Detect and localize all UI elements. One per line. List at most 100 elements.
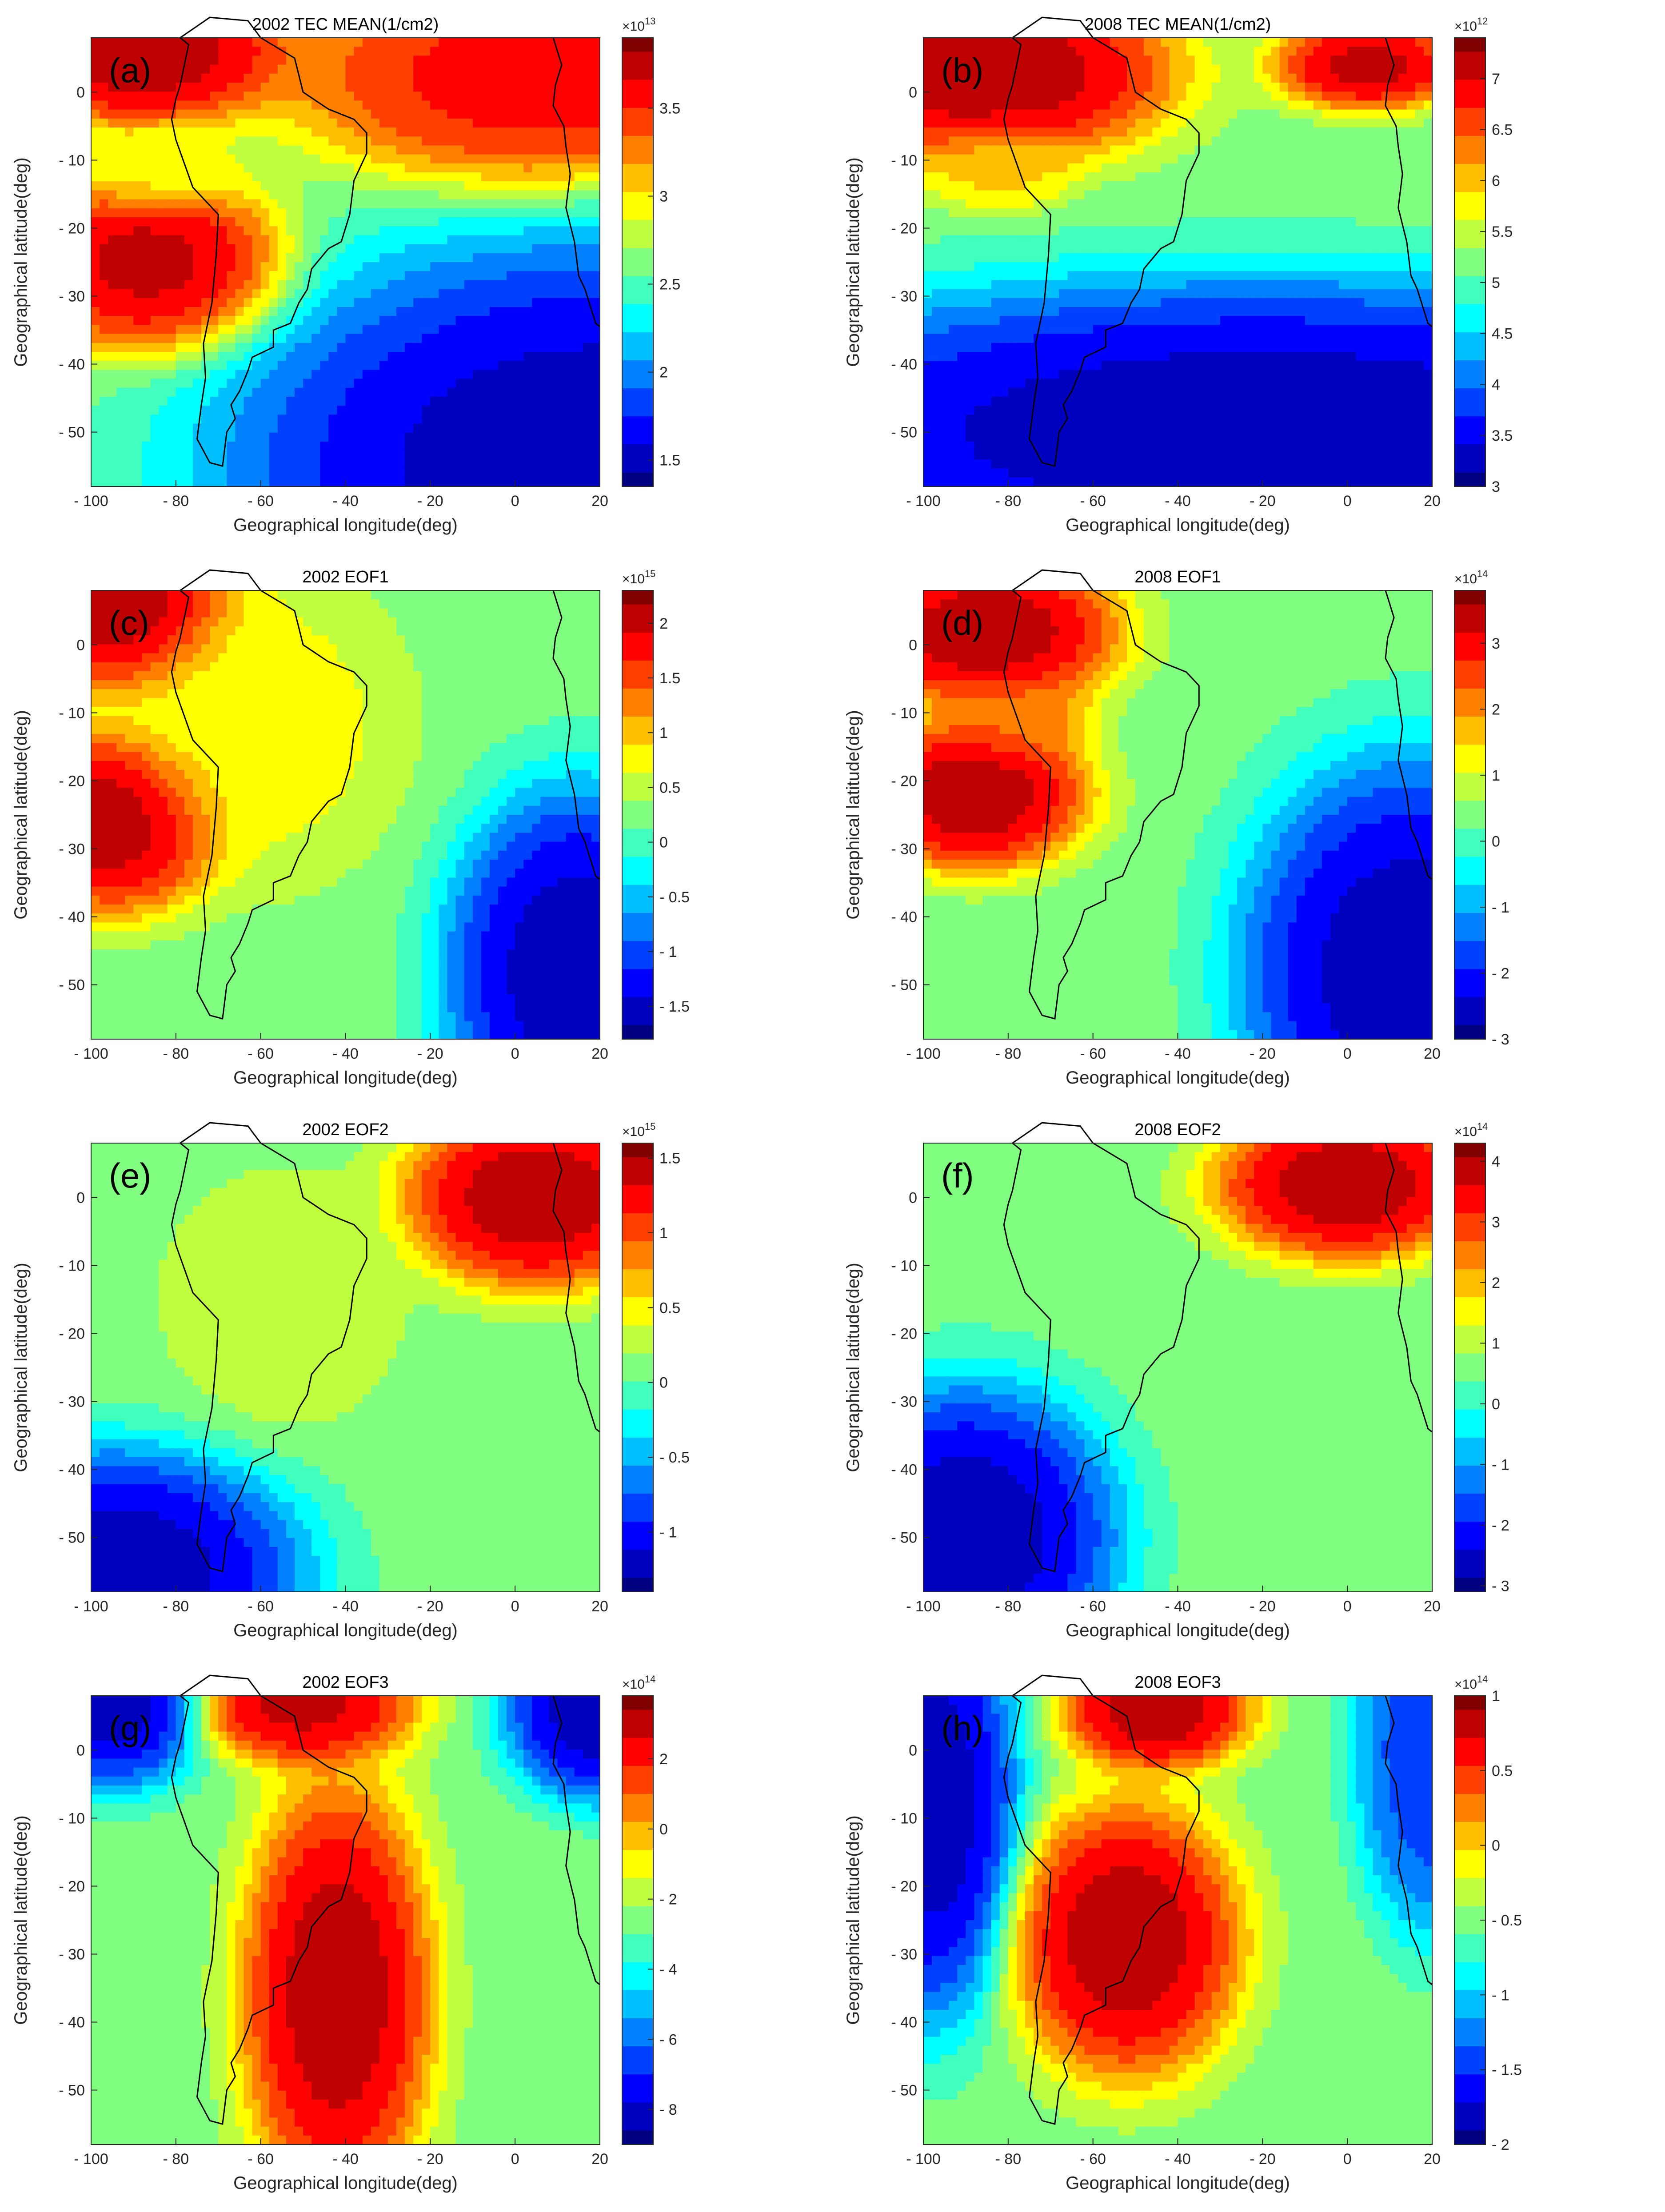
heatmap-cell [1076, 235, 1085, 245]
heatmap-cell [1067, 92, 1077, 101]
heatmap-cell [379, 415, 388, 424]
heatmap-cell [210, 208, 219, 218]
heatmap-cell [1025, 83, 1034, 92]
heatmap-cell [277, 190, 287, 200]
heatmap-cell [244, 459, 253, 469]
heatmap-cell [507, 334, 515, 343]
heatmap-cell [557, 190, 567, 200]
heatmap-cell [1034, 118, 1042, 128]
heatmap-cell [413, 73, 422, 83]
heatmap-cell [159, 253, 168, 263]
heatmap-cell [108, 298, 117, 307]
heatmap-cell [277, 423, 287, 433]
heatmap-cell [244, 47, 253, 56]
heatmap-cell [303, 432, 312, 442]
heatmap-cell [133, 100, 143, 110]
heatmap-cell [1034, 154, 1042, 164]
heatmap-cell [489, 450, 499, 460]
heatmap-cell [244, 100, 253, 110]
heatmap-cell [125, 100, 134, 110]
heatmap-cell [1194, 442, 1204, 451]
heatmap-cell [311, 64, 320, 74]
heatmap-cell [583, 370, 592, 379]
heatmap-cell [1127, 47, 1136, 56]
heatmap-cell [125, 450, 134, 460]
heatmap-cell [447, 235, 456, 245]
heatmap-cell [362, 56, 371, 65]
heatmap-cell [1110, 38, 1119, 47]
heatmap-cell [1067, 423, 1077, 433]
colorbar-tick-label: 2 [659, 364, 668, 381]
heatmap-cell [260, 459, 270, 469]
heatmap-cell [430, 92, 439, 101]
heatmap-cell [1034, 244, 1042, 254]
heatmap-cell [277, 64, 287, 74]
heatmap-cell [982, 253, 992, 263]
heatmap-cell [387, 56, 397, 65]
heatmap-cell [549, 92, 558, 101]
heatmap-cell [1050, 432, 1059, 442]
heatmap-cell [260, 181, 270, 191]
heatmap-cell [1127, 128, 1136, 137]
heatmap-cell [235, 56, 244, 65]
heatmap-cell [1110, 468, 1119, 478]
heatmap-cell [286, 244, 295, 254]
heatmap-cell [286, 109, 295, 119]
heatmap-cell [193, 136, 202, 146]
heatmap-cell [252, 298, 261, 307]
heatmap-cell [1076, 253, 1085, 263]
africa-coastline [552, 37, 600, 327]
heatmap-cell [159, 361, 168, 370]
heatmap-cell [1042, 64, 1051, 74]
heatmap-cell [966, 361, 975, 370]
heatmap-cell [1084, 199, 1094, 209]
heatmap-cell [371, 118, 380, 128]
heatmap-cell [574, 280, 583, 290]
heatmap-cell [1008, 468, 1017, 478]
heatmap-cell [481, 47, 490, 56]
heatmap-cell [252, 64, 261, 74]
heatmap-cell [949, 83, 958, 92]
heatmap-cell [540, 38, 550, 47]
heatmap-cell [982, 128, 992, 137]
heatmap-cell [413, 379, 422, 388]
heatmap-cell [108, 100, 117, 110]
heatmap-cell [337, 325, 346, 335]
heatmap-cell [362, 477, 371, 487]
heatmap-cell [974, 379, 983, 388]
heatmap-cell [481, 92, 490, 101]
heatmap-cell [439, 397, 448, 406]
heatmap-cell [1067, 109, 1077, 119]
heatmap-cell [303, 379, 312, 388]
heatmap-cell [982, 235, 992, 245]
heatmap-cell [498, 459, 507, 469]
heatmap-cell [1059, 450, 1068, 460]
heatmap-cell [218, 199, 227, 209]
heatmap-cell [1144, 298, 1153, 307]
heatmap-cell [286, 468, 295, 478]
heatmap-cell [167, 325, 176, 335]
heatmap-cell [1067, 289, 1077, 299]
heatmap-cell [949, 235, 958, 245]
heatmap-cell [481, 343, 490, 352]
heatmap-cell [999, 56, 1009, 65]
heatmap-cell [574, 172, 583, 182]
heatmap-cell [439, 38, 448, 47]
heatmap-cell [566, 271, 575, 280]
heatmap-cell [507, 262, 515, 271]
heatmap-cell [133, 136, 143, 146]
heatmap-cell [481, 307, 490, 316]
heatmap-cell [1144, 136, 1153, 146]
heatmap-cell [260, 56, 270, 65]
heatmap-cell [1169, 361, 1178, 370]
heatmap-cell [966, 468, 975, 478]
heatmap-cell [957, 397, 966, 406]
heatmap-cell [1042, 415, 1051, 424]
heatmap-cell [1118, 163, 1127, 173]
heatmap-cell [1127, 334, 1136, 343]
heatmap-cell [1237, 226, 1246, 235]
heatmap-cell [532, 387, 541, 397]
heatmap-cell [1101, 397, 1110, 406]
heatmap-cell [974, 280, 983, 290]
heatmap-cell [422, 316, 431, 325]
